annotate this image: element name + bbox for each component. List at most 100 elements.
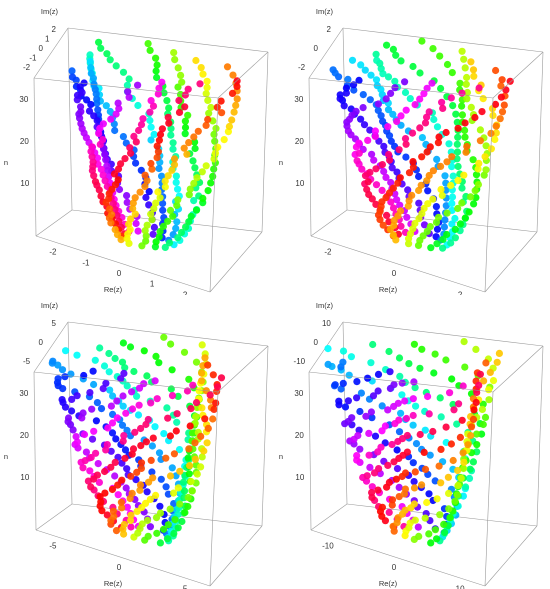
data-point — [185, 139, 193, 147]
data-point — [454, 176, 462, 185]
box-edge — [209, 97, 219, 293]
chart-panel-3: -5 0 5 -5 0 5 10 20 30 Im(z) Re(z) n — [0, 294, 275, 589]
data-point — [421, 426, 429, 434]
data-point — [459, 382, 467, 390]
data-point — [163, 404, 171, 412]
data-point — [416, 95, 424, 103]
data-point — [162, 454, 170, 462]
data-point — [374, 486, 382, 494]
data-point — [204, 96, 212, 104]
data-point — [506, 77, 514, 85]
data-point — [127, 472, 135, 480]
data-point — [415, 172, 423, 181]
data-point — [433, 535, 441, 543]
data-point — [80, 79, 88, 87]
data-point — [143, 177, 151, 185]
data-point — [365, 429, 373, 437]
data-point — [102, 102, 110, 110]
data-point — [388, 496, 397, 504]
data-point — [137, 424, 145, 433]
data-point — [152, 54, 160, 62]
box-edge — [342, 27, 544, 53]
data-point — [89, 367, 97, 375]
data-point — [427, 244, 435, 252]
data-point — [87, 483, 95, 491]
data-point — [155, 449, 164, 457]
data-point — [137, 166, 145, 174]
data-point — [396, 201, 404, 209]
data-point — [101, 467, 109, 476]
data-point — [433, 225, 442, 233]
data-point — [83, 96, 91, 104]
data-point — [101, 150, 109, 158]
data-point — [187, 477, 195, 486]
data-point — [198, 404, 206, 412]
data-point — [94, 106, 102, 114]
data-point — [123, 198, 131, 206]
data-point — [118, 421, 127, 429]
data-point — [131, 194, 139, 202]
data-point — [480, 377, 488, 385]
data-point — [401, 88, 410, 97]
data-point — [380, 167, 388, 176]
data-point — [131, 210, 139, 218]
tick-label-re: -5 — [49, 542, 57, 551]
data-point — [421, 119, 430, 127]
data-point — [441, 528, 449, 536]
data-point — [106, 386, 114, 394]
data-point — [196, 80, 204, 88]
tick-label-re: 10 — [456, 584, 465, 589]
data-point — [189, 381, 197, 389]
data-point — [72, 433, 80, 441]
data-point — [355, 139, 363, 147]
data-point — [126, 225, 134, 233]
data-point — [350, 86, 358, 94]
data-point — [147, 159, 155, 168]
data-point — [125, 75, 133, 83]
data-point — [430, 369, 438, 377]
data-point — [86, 51, 94, 59]
data-point — [367, 71, 375, 79]
data-point — [405, 360, 413, 368]
data-point — [371, 132, 379, 140]
data-point — [485, 396, 493, 404]
data-point — [454, 124, 462, 132]
data-point — [410, 478, 418, 486]
data-point — [156, 502, 164, 510]
data-point — [408, 129, 417, 137]
data-point — [353, 394, 361, 402]
data-point — [158, 125, 166, 133]
data-point — [433, 495, 441, 503]
data-point — [141, 499, 150, 507]
data-point — [403, 448, 411, 456]
data-point — [110, 170, 119, 178]
data-point — [198, 341, 206, 349]
data-point — [204, 361, 212, 369]
data-point — [445, 489, 453, 497]
data-point — [429, 167, 437, 175]
tick-label-re: 2 — [458, 290, 463, 295]
data-point — [175, 446, 184, 454]
data-point — [112, 62, 120, 70]
box-edge — [308, 27, 344, 79]
data-point — [431, 477, 439, 485]
data-point — [366, 126, 374, 134]
data-point — [129, 445, 138, 453]
data-point — [449, 456, 457, 465]
data-point — [353, 157, 361, 165]
data-point — [107, 463, 115, 471]
data-point — [430, 115, 438, 124]
data-point — [363, 185, 371, 194]
data-point — [104, 424, 112, 432]
data-point — [405, 197, 413, 205]
data-point — [458, 199, 466, 207]
data-point — [166, 206, 175, 214]
data-point — [424, 392, 432, 401]
data-point — [390, 381, 398, 389]
data-point — [425, 530, 433, 538]
data-point — [123, 503, 131, 511]
data-point — [453, 118, 461, 126]
data-point — [198, 369, 206, 377]
data-point — [357, 389, 365, 397]
tick-label-re: -2 — [324, 248, 332, 257]
